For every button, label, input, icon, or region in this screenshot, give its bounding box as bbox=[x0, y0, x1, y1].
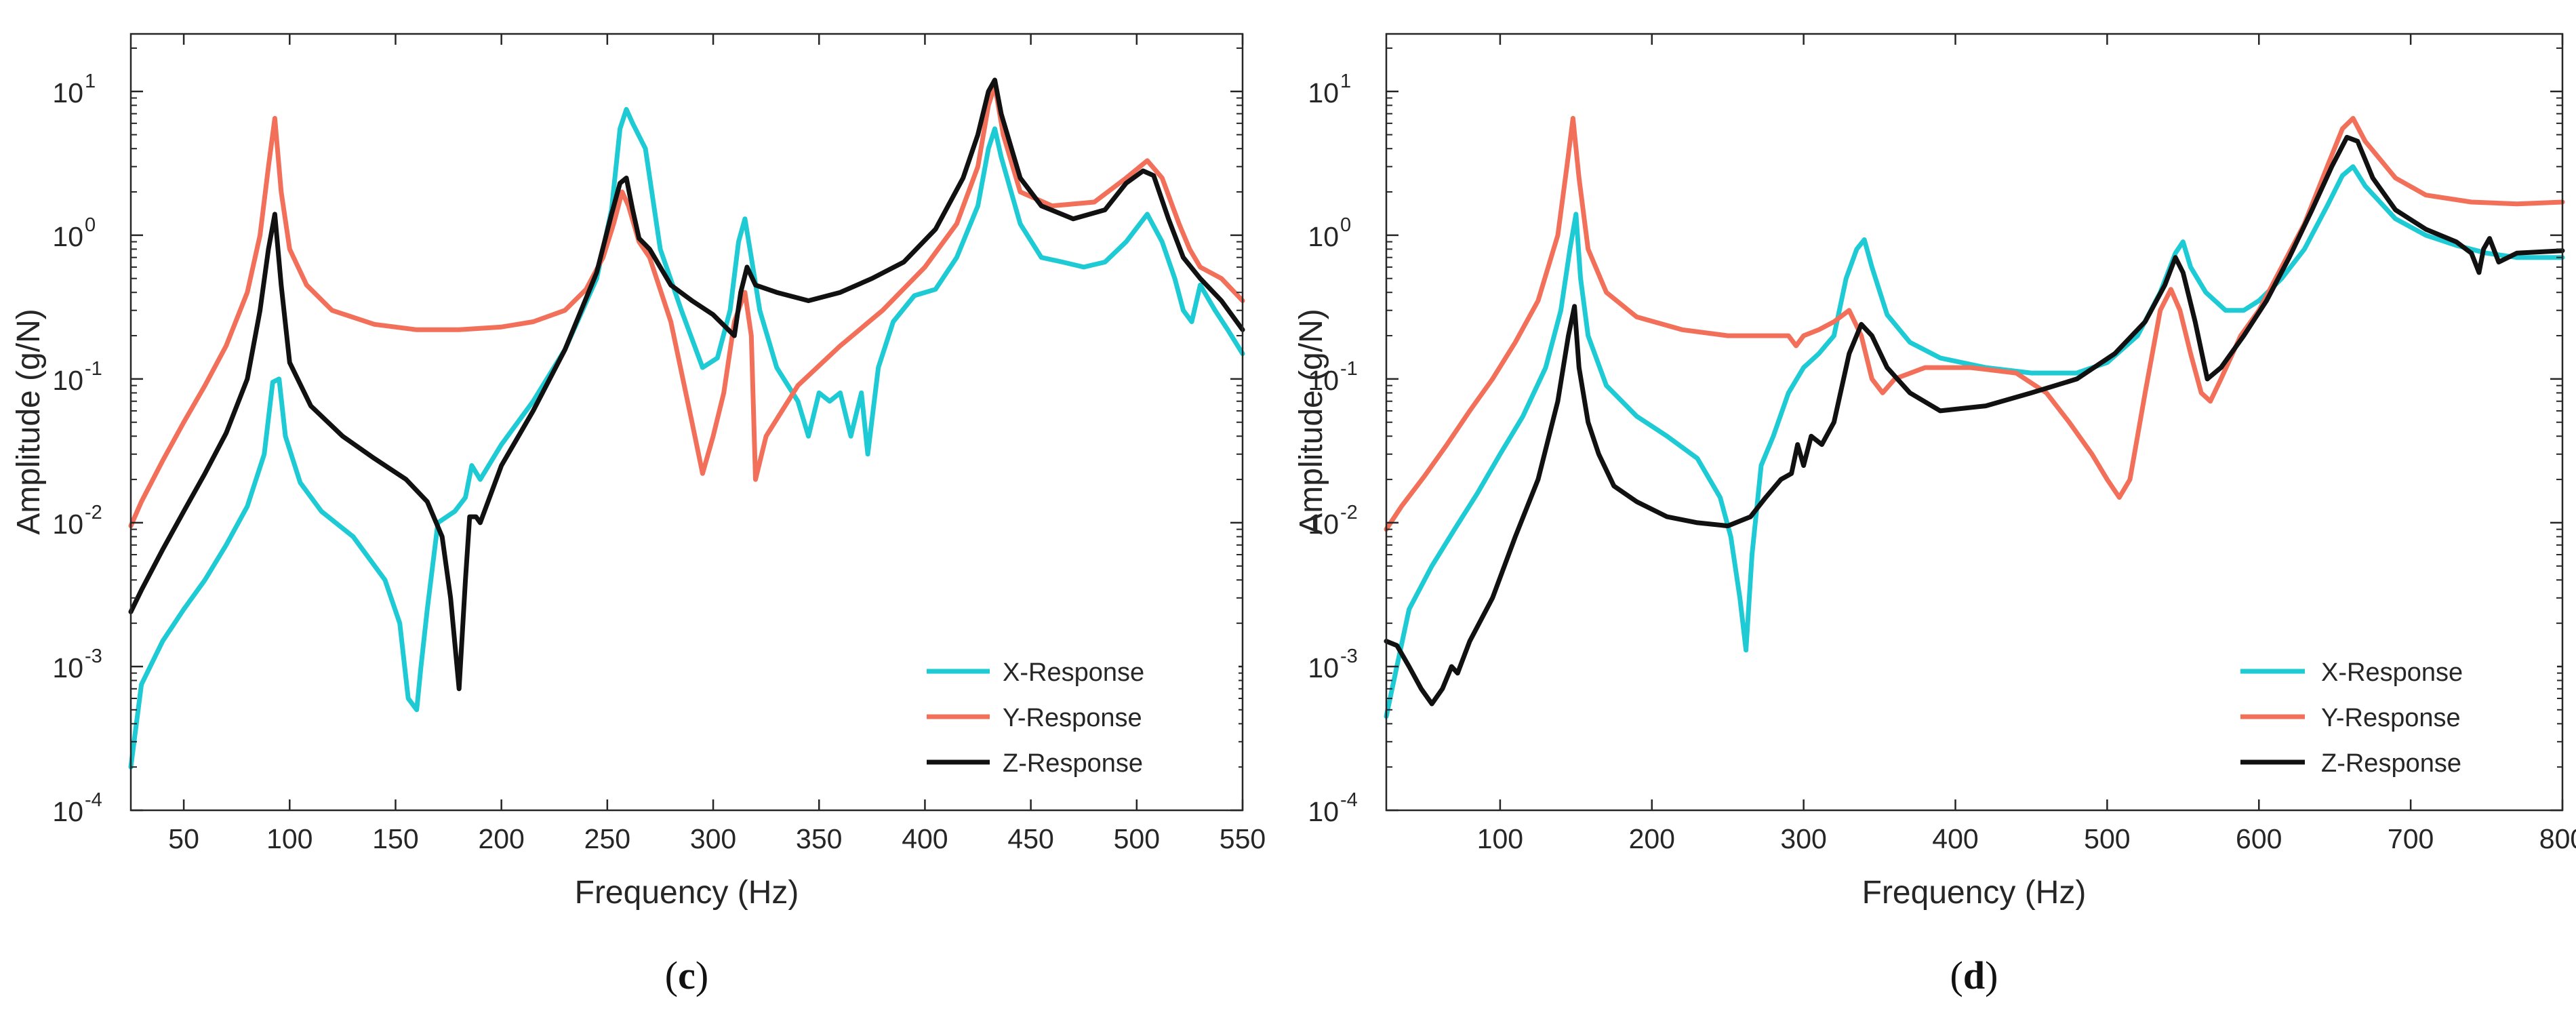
x-tick-label: 450 bbox=[1007, 823, 1053, 854]
y-tick-exponent: -2 bbox=[1340, 502, 1358, 523]
y-tick-label: 10 bbox=[52, 796, 83, 827]
x-tick-label: 150 bbox=[372, 823, 418, 854]
y-tick-label: 10 bbox=[1308, 221, 1339, 252]
x-tick-label: 400 bbox=[1932, 823, 1978, 854]
x-tick-label: 350 bbox=[796, 823, 842, 854]
y-tick-exponent: 0 bbox=[1340, 214, 1351, 236]
panel-label: (d) bbox=[1950, 953, 1998, 997]
y-tick-label: 10 bbox=[52, 77, 83, 108]
x-tick-label: 800 bbox=[2539, 823, 2576, 854]
y-tick-label: 10 bbox=[1308, 77, 1339, 108]
x-tick-label: 250 bbox=[584, 823, 630, 854]
legend-box bbox=[2218, 641, 2557, 798]
y-tick-exponent: 0 bbox=[85, 214, 96, 236]
legend-label-x: X-Response bbox=[1003, 658, 1144, 687]
x-tick-label: 550 bbox=[1220, 823, 1266, 854]
series-layer bbox=[128, 77, 1245, 770]
legend-label-z: Z-Response bbox=[1003, 749, 1143, 778]
legend-label-z: Z-Response bbox=[2321, 749, 2461, 778]
x-tick-label: 700 bbox=[2388, 823, 2434, 854]
series-line-y bbox=[128, 83, 1245, 529]
series-line-z bbox=[128, 77, 1245, 692]
tick-layer: 10020030040050060070080010-410-310-210-1… bbox=[1308, 34, 2576, 854]
y-tick-exponent: -2 bbox=[85, 502, 102, 523]
y-tick-label: 10 bbox=[1308, 509, 1339, 540]
x-tick-label: 600 bbox=[2236, 823, 2282, 854]
series-line-z bbox=[1384, 134, 2565, 707]
legend-box bbox=[900, 641, 1239, 798]
x-tick-label: 100 bbox=[266, 823, 313, 854]
x-tick-label: 500 bbox=[2084, 823, 2130, 854]
series-line-x bbox=[128, 106, 1245, 770]
x-axis-label: Frequency (Hz) bbox=[575, 875, 799, 911]
y-tick-label: 10 bbox=[1308, 652, 1339, 683]
x-tick-label: 500 bbox=[1114, 823, 1160, 854]
y-tick-exponent: -4 bbox=[1340, 789, 1358, 811]
y-tick-exponent: -3 bbox=[1340, 646, 1358, 667]
legend-label-y: Y-Response bbox=[1003, 704, 1142, 732]
y-tick-exponent: -1 bbox=[1340, 358, 1358, 380]
x-tick-label: 50 bbox=[168, 823, 199, 854]
y-tick-label: 10 bbox=[52, 365, 83, 396]
y-tick-label: 10 bbox=[52, 652, 83, 683]
chart-panel-c: 50 100 150 200 250 300 350 400 450 500 55010-410-3… bbox=[11, 33, 1266, 997]
series-line-x bbox=[1384, 164, 2565, 719]
x-tick-label: 100 bbox=[1477, 823, 1523, 854]
tick-layer: 50 100 150 200 250 300 350 400 450 500 55010-410-3… bbox=[52, 34, 1266, 854]
legend: X-Response Y-Response Z-Response bbox=[900, 641, 1239, 798]
y-axis-label: Amplitude (g/N) bbox=[11, 309, 47, 534]
x-axis-label: Frequency (Hz) bbox=[1862, 875, 2087, 911]
series-layer bbox=[1384, 116, 2565, 719]
x-tick-label: 400 bbox=[902, 823, 948, 854]
x-tick-label: 200 bbox=[1629, 823, 1675, 854]
y-tick-label: 10 bbox=[52, 509, 83, 540]
y-tick-exponent: 1 bbox=[85, 71, 96, 92]
y-axis-label: Amplitude (g/N) bbox=[1293, 309, 1329, 534]
x-tick-label: 300 bbox=[690, 823, 736, 854]
legend-label-y: Y-Response bbox=[2321, 704, 2461, 732]
plot-frame bbox=[129, 33, 1244, 812]
y-tick-exponent: -4 bbox=[85, 789, 102, 811]
y-tick-exponent: -1 bbox=[85, 358, 102, 380]
y-tick-exponent: 1 bbox=[1340, 71, 1351, 92]
x-tick-label: 300 bbox=[1780, 823, 1826, 854]
panel-label: (c) bbox=[665, 953, 708, 997]
y-tick-label: 10 bbox=[1308, 796, 1339, 827]
plot-frame bbox=[1385, 33, 2564, 812]
y-tick-label: 10 bbox=[52, 221, 83, 252]
chart-panel-d: 10020030040050060070080010-410-310-210-1… bbox=[1293, 33, 2576, 997]
y-tick-exponent: -3 bbox=[85, 646, 102, 667]
x-tick-label: 200 bbox=[478, 823, 524, 854]
legend: X-Response Y-Response Z-Response bbox=[2218, 641, 2557, 798]
legend-label-x: X-Response bbox=[2321, 658, 2463, 687]
y-tick-label: 10 bbox=[1308, 365, 1339, 396]
